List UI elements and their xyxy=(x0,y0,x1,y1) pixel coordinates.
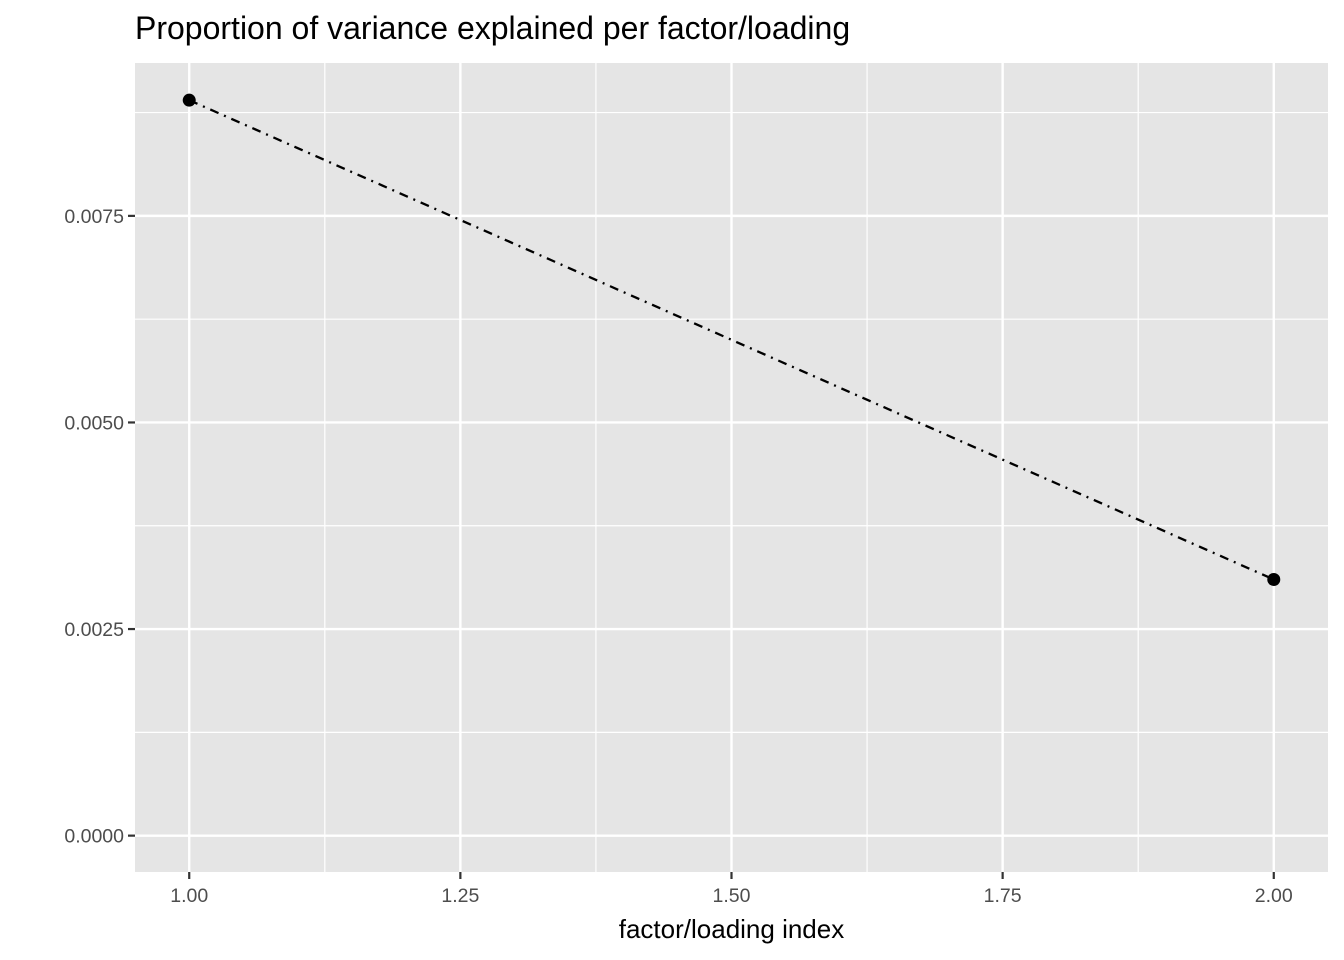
x-tick-label: 1.00 xyxy=(170,885,208,907)
x-tick-label: 1.25 xyxy=(441,885,479,907)
data-point xyxy=(182,93,196,107)
series-layer xyxy=(182,93,1281,586)
data-point xyxy=(1267,572,1281,586)
y-tick-label: 0.0025 xyxy=(64,619,124,641)
y-tick-label: 0.0000 xyxy=(64,826,124,848)
x-tick-label: 1.75 xyxy=(984,885,1022,907)
x-axis: 1.00 1.25 1.50 1.75 2.00 xyxy=(170,872,1293,907)
y-tick-label: 0.0075 xyxy=(64,206,124,228)
y-tick-label: 0.0050 xyxy=(64,412,124,434)
major-gridlines xyxy=(135,63,1328,872)
x-tick-label: 1.50 xyxy=(713,885,751,907)
chart-title: Proportion of variance explained per fac… xyxy=(135,10,850,46)
x-axis-title: factor/loading index xyxy=(619,914,844,944)
y-axis: 0.0000 0.0025 0.0050 0.0075 xyxy=(64,206,135,848)
x-tick-label: 2.00 xyxy=(1255,885,1293,907)
